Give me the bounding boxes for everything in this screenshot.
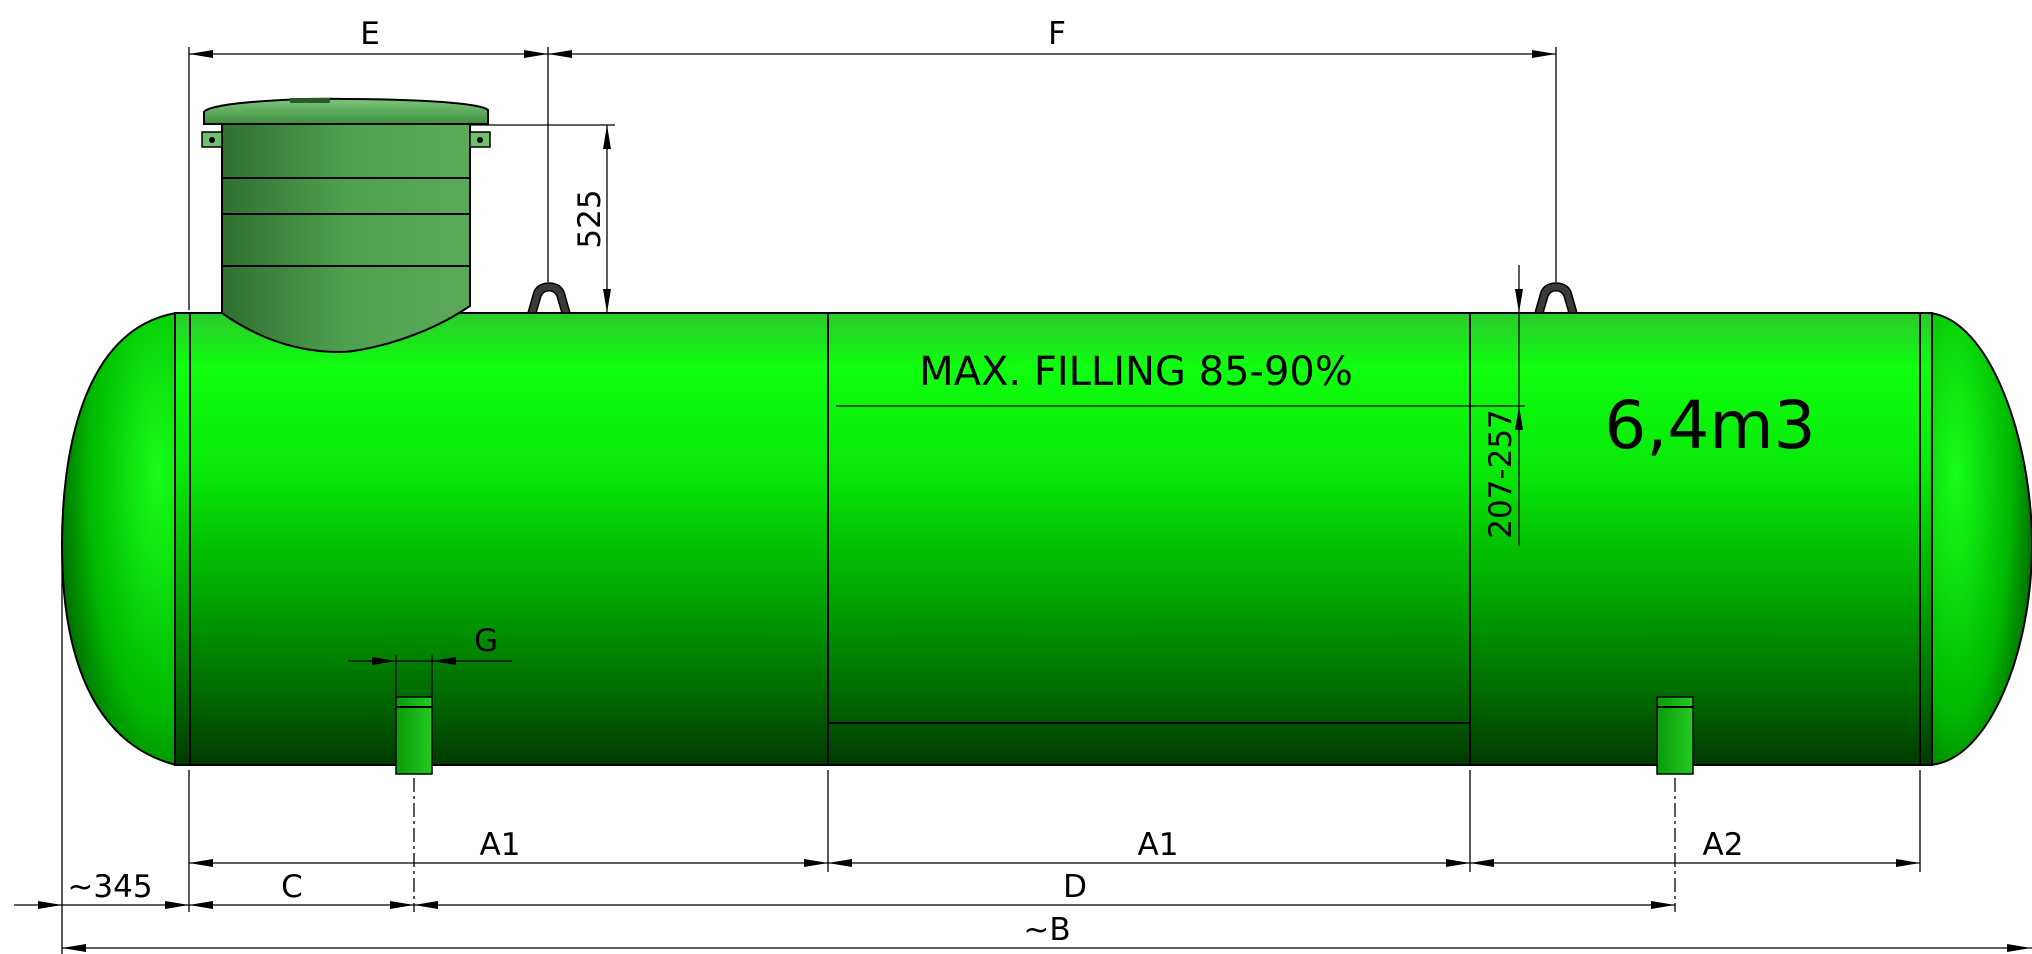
cylinder-shell bbox=[174, 312, 1933, 766]
dimension-a1-left-label: A1 bbox=[480, 827, 521, 863]
dimension-dome-height-label: 525 bbox=[572, 189, 608, 248]
dimension-g: G bbox=[348, 623, 512, 697]
dimension-e-label: E bbox=[360, 16, 380, 52]
dimension-f-label: F bbox=[1048, 16, 1066, 52]
extension-lines bbox=[61, 560, 1921, 954]
right-end-cap bbox=[1929, 311, 2032, 767]
dimension-g-label: G bbox=[474, 623, 498, 659]
left-end-cap bbox=[60, 312, 191, 766]
dimension-a2-label: A2 bbox=[1703, 827, 1744, 863]
dimension-c-label: C bbox=[281, 869, 303, 905]
dimension-d-label: D bbox=[1063, 869, 1087, 905]
dimension-row-a: A1 A1 A2 bbox=[189, 827, 1920, 867]
tank-body bbox=[60, 311, 2032, 767]
max-filling-label: MAX. FILLING 85-90% bbox=[919, 349, 1353, 395]
dimension-dome-height: 525 bbox=[470, 124, 615, 313]
dimension-fill-range: 207-257 bbox=[1483, 265, 1523, 546]
dimension-row-b: ~B bbox=[62, 912, 2032, 952]
volume-label: 6,4m3 bbox=[1604, 387, 1815, 464]
lifting-lug-left bbox=[527, 282, 571, 314]
dimension-fill-range-label: 207-257 bbox=[1483, 409, 1519, 539]
manhole-dome bbox=[201, 97, 491, 354]
dome-lid bbox=[203, 97, 489, 125]
dimension-e: E bbox=[188, 16, 549, 310]
dimension-f: F bbox=[548, 16, 1557, 282]
dimension-a1-right-label: A1 bbox=[1138, 827, 1179, 863]
support-foot-left bbox=[395, 696, 433, 775]
dimension-b-label: ~B bbox=[1023, 912, 1070, 948]
dimension-offset-label: ~345 bbox=[67, 869, 152, 905]
dimension-row-c-d: ~345 C D bbox=[14, 869, 1675, 909]
lifting-lug-right bbox=[1534, 282, 1578, 314]
support-foot-right bbox=[1656, 696, 1694, 775]
